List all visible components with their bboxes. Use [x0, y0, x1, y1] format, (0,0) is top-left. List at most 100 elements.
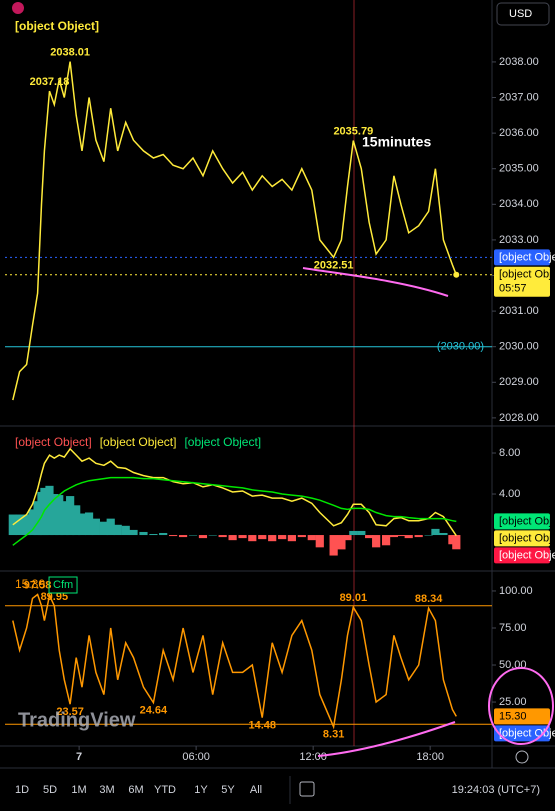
clock: 19:24:03 (UTC+7)	[452, 784, 540, 796]
histogram-bar	[337, 535, 346, 550]
histogram-bar	[149, 534, 158, 536]
price-tag	[494, 266, 550, 297]
histogram-bar	[238, 535, 247, 539]
data-label: 2038.01	[50, 46, 90, 58]
histogram-bar	[452, 535, 461, 550]
x-tick-label: 18:00	[416, 751, 444, 763]
y-tick-label: 2033.00	[499, 234, 539, 246]
y-tick-label: 25.00	[499, 696, 527, 708]
legend-value: [object Object]	[100, 435, 177, 449]
data-label: 89.01	[340, 592, 368, 604]
histogram-bar	[106, 518, 115, 536]
histogram-bar	[404, 535, 413, 539]
price-tag	[494, 530, 550, 547]
price-tag-label: [object Object]	[499, 549, 555, 561]
range-button[interactable]: 6M	[128, 784, 143, 796]
legend-value: 15.30	[15, 577, 45, 591]
range-button[interactable]: 5D	[43, 784, 57, 796]
price-tag	[494, 725, 550, 742]
data-label: 23.57	[56, 706, 84, 718]
watermark: TradingView	[18, 709, 136, 731]
badge-box	[48, 576, 78, 594]
legend-value: [object Object]	[15, 435, 92, 449]
histogram-bar	[389, 535, 398, 538]
currency-button[interactable]	[496, 2, 550, 26]
price-tag-label: [object Object]	[499, 515, 555, 527]
histogram-bar	[297, 535, 306, 538]
price-tag	[494, 708, 550, 725]
legend-value: [object Object]	[184, 435, 261, 449]
histogram-bar	[72, 505, 81, 536]
histogram-bar	[113, 524, 122, 536]
y-tick-label: 2029.00	[499, 376, 539, 388]
series-line	[12, 593, 457, 730]
currency[interactable]: USD	[509, 8, 532, 20]
histogram-bar	[60, 501, 69, 536]
x-tick-label: 7	[76, 751, 82, 763]
y-tick-label: 100.00	[499, 585, 533, 597]
histogram-bar	[343, 535, 352, 541]
range-button[interactable]: 5Y	[221, 784, 235, 796]
series-line	[12, 476, 457, 546]
histogram-bar	[365, 535, 374, 539]
y-tick-label: 2034.00	[499, 198, 539, 210]
histogram-bar	[396, 535, 406, 537]
histogram-bar	[91, 518, 100, 536]
settings-icon[interactable]	[515, 750, 529, 764]
histogram-bar	[307, 535, 316, 541]
histogram-bar	[382, 535, 391, 546]
data-label: 14.48	[248, 720, 276, 732]
range-button[interactable]: 1D	[15, 784, 29, 796]
range-button[interactable]: 1Y	[194, 784, 208, 796]
price-tag-label: [object Object]	[499, 269, 555, 281]
histogram-bar	[278, 535, 287, 540]
histogram-bar	[84, 512, 94, 536]
histogram-bar	[129, 529, 138, 536]
y-tick-label: 4.00	[499, 488, 520, 500]
histogram-bar	[50, 494, 59, 536]
plot: 7 06:00 12:00 18:00 1D 5D 1M 3M 6M YTD 1Y 5Y All 2028…	[5, 19, 555, 796]
histogram-bar	[198, 535, 208, 539]
x-tick-label: 12:00	[299, 751, 327, 763]
histogram-bar	[349, 530, 358, 536]
symbol-icon	[12, 2, 24, 14]
legend-value: [object Object]	[15, 19, 99, 33]
histogram-bar	[357, 530, 366, 536]
data-label: 2035.79	[333, 126, 373, 138]
data-label: 88.34	[415, 593, 443, 605]
range-button[interactable]: All	[250, 784, 262, 796]
data-label: 97.58	[24, 579, 52, 591]
histogram-bar	[139, 531, 148, 536]
histogram-bar	[28, 509, 37, 536]
data-label: 89.95	[41, 591, 69, 603]
data-label: 2032.51	[314, 259, 354, 271]
y-tick-label: 2037.00	[499, 91, 539, 103]
annotation: 15minutes	[362, 134, 431, 150]
histogram-bar	[268, 535, 277, 542]
x-tick-label: 06:00	[182, 751, 210, 763]
histogram-bar	[99, 521, 108, 536]
drawing	[488, 667, 554, 745]
histogram-bar	[55, 495, 64, 536]
histogram-bar	[287, 535, 296, 542]
histogram-bar	[424, 535, 433, 536]
badge: Cfm	[53, 579, 73, 591]
histogram-bar	[45, 485, 54, 536]
y-tick-label: 2038.00	[499, 56, 539, 68]
histogram-bar	[218, 535, 227, 538]
histogram-bar	[178, 535, 188, 538]
histogram-bar	[208, 535, 217, 536]
range-button[interactable]: YTD	[154, 784, 176, 796]
price-tag-label: [object Object]	[499, 532, 555, 544]
histogram-bar	[258, 535, 267, 540]
histogram-bar	[66, 496, 75, 536]
price-tag	[494, 513, 550, 530]
price-tag	[494, 547, 550, 564]
range-button[interactable]: 3M	[99, 784, 114, 796]
y-tick-label: 75.00	[499, 622, 527, 634]
series-line	[12, 61, 457, 401]
y-tick-label: 8.00	[499, 447, 520, 459]
calendar-icon[interactable]	[299, 781, 315, 797]
range-button[interactable]: 1M	[71, 784, 86, 796]
